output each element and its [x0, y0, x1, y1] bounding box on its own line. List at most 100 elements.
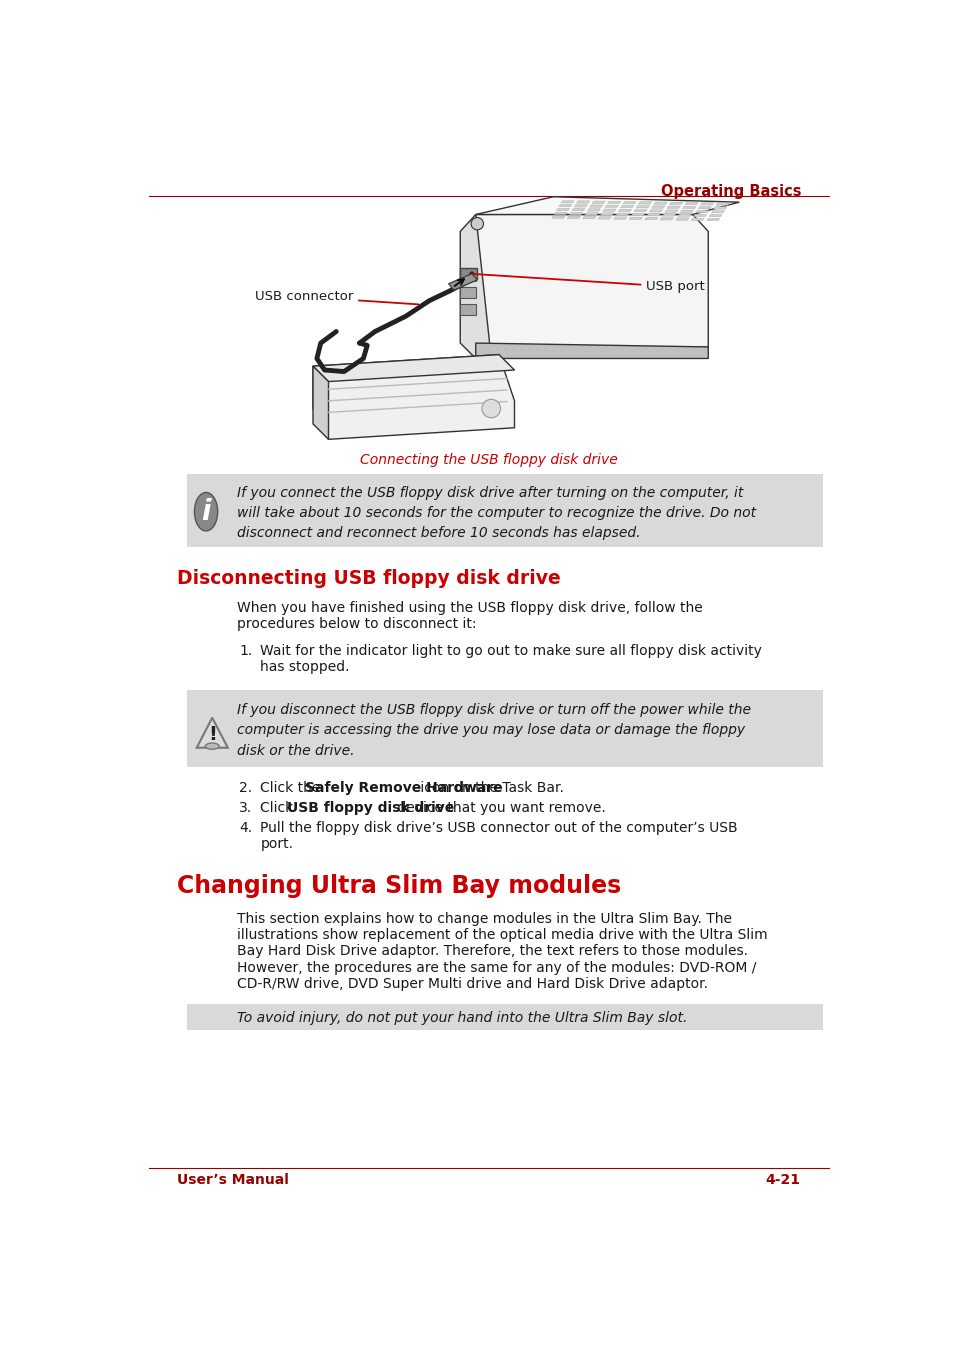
- Polygon shape: [576, 201, 589, 203]
- Text: i: i: [201, 497, 211, 526]
- Circle shape: [481, 400, 500, 417]
- Polygon shape: [661, 213, 675, 216]
- Polygon shape: [607, 201, 620, 204]
- Polygon shape: [574, 205, 587, 207]
- Text: will take about 10 seconds for the computer to recognize the drive. Do not: will take about 10 seconds for the compu…: [236, 507, 756, 520]
- Text: icon on the Task Bar.: icon on the Task Bar.: [416, 781, 563, 796]
- FancyBboxPatch shape: [187, 690, 822, 767]
- Polygon shape: [666, 207, 679, 208]
- Text: Disconnecting USB floppy disk drive: Disconnecting USB floppy disk drive: [177, 569, 560, 588]
- Polygon shape: [313, 354, 514, 381]
- Polygon shape: [646, 213, 659, 216]
- Polygon shape: [691, 218, 703, 220]
- Polygon shape: [629, 218, 641, 219]
- Text: device that you want remove.: device that you want remove.: [393, 801, 605, 815]
- Polygon shape: [558, 204, 571, 207]
- Text: USB connector: USB connector: [254, 290, 418, 304]
- Polygon shape: [618, 209, 631, 212]
- Polygon shape: [616, 213, 629, 215]
- Polygon shape: [659, 218, 673, 220]
- Polygon shape: [633, 209, 646, 212]
- Text: Operating Basics: Operating Basics: [660, 184, 801, 199]
- Text: 1.: 1.: [239, 644, 253, 658]
- Ellipse shape: [194, 493, 217, 531]
- Polygon shape: [599, 213, 613, 215]
- Polygon shape: [476, 215, 707, 358]
- Text: Changing Ultra Slim Bay modules: Changing Ultra Slim Bay modules: [177, 874, 621, 897]
- Polygon shape: [684, 203, 698, 205]
- Polygon shape: [459, 304, 476, 315]
- Polygon shape: [602, 209, 616, 211]
- Text: However, the procedures are the same for any of the modules: DVD-ROM /: However, the procedures are the same for…: [236, 961, 756, 974]
- Text: To avoid injury, do not put your hand into the Ultra Slim Bay slot.: To avoid injury, do not put your hand in…: [236, 1011, 687, 1024]
- Polygon shape: [631, 213, 644, 216]
- Polygon shape: [604, 205, 618, 208]
- Polygon shape: [654, 203, 666, 204]
- Polygon shape: [649, 209, 661, 212]
- Polygon shape: [459, 286, 476, 297]
- Polygon shape: [592, 201, 604, 204]
- Polygon shape: [476, 343, 707, 358]
- Text: Click the: Click the: [260, 781, 325, 796]
- Polygon shape: [313, 354, 514, 439]
- FancyBboxPatch shape: [187, 474, 822, 547]
- Text: CD-R/RW drive, DVD Super Multi drive and Hard Disk Drive adaptor.: CD-R/RW drive, DVD Super Multi drive and…: [236, 977, 707, 990]
- Text: User’s Manual: User’s Manual: [177, 1173, 289, 1188]
- Polygon shape: [551, 216, 564, 219]
- Polygon shape: [556, 208, 569, 211]
- Polygon shape: [716, 203, 728, 205]
- Polygon shape: [569, 212, 582, 215]
- Polygon shape: [669, 203, 682, 204]
- Polygon shape: [589, 205, 602, 207]
- Text: has stopped.: has stopped.: [260, 661, 350, 674]
- Text: Wait for the indicator light to go out to make sure all floppy disk activity: Wait for the indicator light to go out t…: [260, 644, 761, 658]
- Circle shape: [471, 218, 483, 230]
- Text: If you connect the USB floppy disk drive after turning on the computer, it: If you connect the USB floppy disk drive…: [236, 486, 742, 500]
- Polygon shape: [651, 205, 664, 208]
- Polygon shape: [459, 269, 476, 280]
- Polygon shape: [620, 205, 633, 208]
- Polygon shape: [554, 212, 567, 215]
- Text: 4-21: 4-21: [764, 1173, 800, 1188]
- Text: computer is accessing the drive you may lose data or damage the floppy: computer is accessing the drive you may …: [236, 723, 744, 738]
- Polygon shape: [713, 207, 726, 209]
- Text: disconnect and reconnect before 10 seconds has elapsed.: disconnect and reconnect before 10 secon…: [236, 527, 639, 540]
- Text: Pull the floppy disk drive’s USB connector out of the computer’s USB: Pull the floppy disk drive’s USB connect…: [260, 821, 738, 835]
- Polygon shape: [675, 218, 688, 220]
- Polygon shape: [560, 200, 574, 203]
- Ellipse shape: [205, 743, 219, 750]
- FancyBboxPatch shape: [187, 1004, 822, 1029]
- Text: 2.: 2.: [239, 781, 253, 796]
- Text: This section explains how to change modules in the Ultra Slim Bay. The: This section explains how to change modu…: [236, 912, 731, 925]
- Polygon shape: [476, 197, 739, 215]
- Polygon shape: [679, 211, 693, 212]
- Polygon shape: [682, 207, 695, 208]
- Text: If you disconnect the USB floppy disk drive or turn off the power while the: If you disconnect the USB floppy disk dr…: [236, 703, 750, 716]
- Text: Bay Hard Disk Drive adaptor. Therefore, the text refers to those modules.: Bay Hard Disk Drive adaptor. Therefore, …: [236, 944, 747, 958]
- Polygon shape: [313, 366, 328, 439]
- Text: Safely Remove Hardware: Safely Remove Hardware: [305, 781, 502, 796]
- Polygon shape: [613, 218, 626, 219]
- Polygon shape: [448, 274, 476, 290]
- Polygon shape: [459, 270, 476, 281]
- Text: procedures below to disconnect it:: procedures below to disconnect it:: [236, 617, 476, 631]
- Text: Connecting the USB floppy disk drive: Connecting the USB floppy disk drive: [359, 453, 618, 467]
- Text: !: !: [208, 725, 216, 744]
- Polygon shape: [695, 211, 708, 212]
- Text: When you have finished using the USB floppy disk drive, follow the: When you have finished using the USB flo…: [236, 601, 702, 615]
- Text: port.: port.: [260, 838, 293, 851]
- Polygon shape: [708, 215, 721, 216]
- Text: 4.: 4.: [239, 821, 253, 835]
- Polygon shape: [664, 209, 678, 212]
- Polygon shape: [196, 717, 228, 747]
- Polygon shape: [678, 213, 691, 216]
- Polygon shape: [693, 215, 706, 216]
- Polygon shape: [644, 218, 658, 220]
- Polygon shape: [459, 215, 491, 358]
- Text: disk or the drive.: disk or the drive.: [236, 744, 355, 758]
- Text: USB floppy disk drive: USB floppy disk drive: [287, 801, 454, 815]
- Polygon shape: [636, 205, 649, 208]
- Polygon shape: [711, 211, 723, 213]
- Polygon shape: [598, 216, 611, 219]
- Polygon shape: [567, 216, 579, 219]
